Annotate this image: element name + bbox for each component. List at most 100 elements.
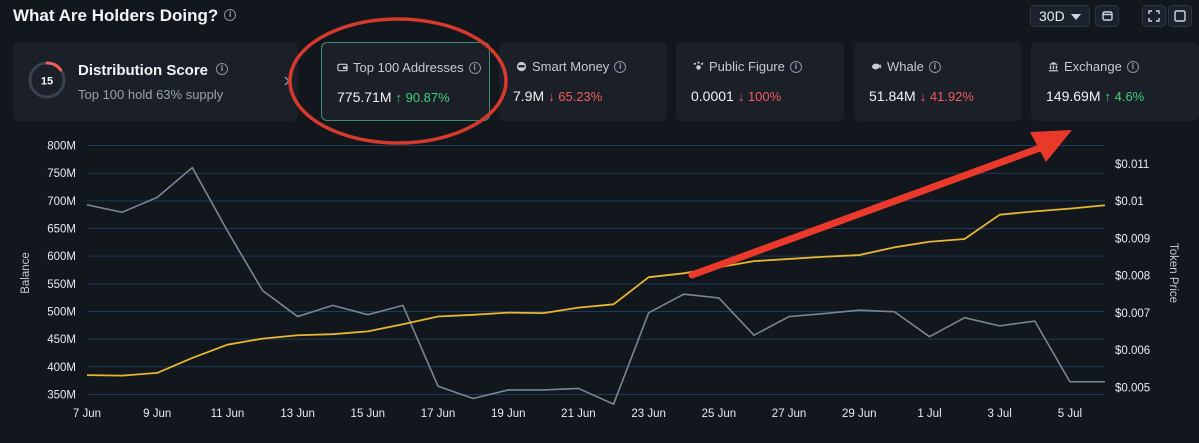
card-smart-money[interactable]: Smart Money i 7.9M ↓ 65.23% <box>499 42 667 121</box>
card-label-row: Exchange i <box>1048 59 1139 74</box>
y-tick-label-left: 600M <box>47 251 76 263</box>
card-label-row: Whale i <box>871 59 941 74</box>
y-tick-label-left: 550M <box>47 279 76 291</box>
y-tick-label-left: 650M <box>47 224 76 236</box>
y-tick-label-left: 800M <box>47 141 76 153</box>
card-top-100-addresses[interactable]: Top 100 Addresses i 775.71M ↑ 90.87% <box>321 42 490 121</box>
card-change-value: 90.87% <box>405 90 450 105</box>
info-icon[interactable]: i <box>216 63 229 76</box>
arrow-down-icon: ↓ <box>737 89 745 104</box>
y-axis-label-left: Balance <box>20 252 32 294</box>
x-tick-label: 25 Jun <box>702 408 737 420</box>
arrow-up-icon: ↑ <box>1104 89 1111 104</box>
y-tick-label-right: $0.008 <box>1115 271 1150 283</box>
y-tick-label-left: 700M <box>47 196 76 208</box>
x-tick-label: 19 Jun <box>491 408 526 420</box>
y-tick-label-right: $0.011 <box>1115 159 1149 171</box>
series-line-token-price <box>86 166 1105 405</box>
distribution-score-label: Distribution Score <box>78 62 209 79</box>
x-tick-label: 7 Jun <box>73 408 101 420</box>
arrow-up-icon: ↑ <box>395 90 402 105</box>
card-whale[interactable]: Whale i 51.84M ↓ 41.92% <box>854 42 1022 121</box>
arrow-down-icon: ↓ <box>548 89 555 104</box>
card-label-row: Smart Money i <box>516 59 627 74</box>
range-select[interactable]: 30D <box>1030 5 1090 27</box>
card-value-row: 0.0001 ↓ 100% <box>691 88 781 104</box>
y-tick-label-right: $0.01 <box>1115 196 1144 208</box>
info-icon[interactable]: i <box>1126 60 1139 73</box>
x-tick-label: 11 Jun <box>211 408 245 420</box>
page-title-text: What Are Holders Doing? <box>13 6 219 25</box>
expand-icon <box>1174 10 1186 22</box>
y-tick-label-right: $0.007 <box>1115 308 1150 320</box>
y-tick-label-left: 400M <box>47 362 76 374</box>
x-tick-label: 23 Jun <box>631 408 666 420</box>
calendar-icon <box>1102 11 1113 21</box>
card-value-row: 7.9M ↓ 65.23% <box>513 88 602 104</box>
distribution-score-title: Distribution Score i <box>78 62 229 79</box>
info-icon[interactable]: i <box>224 8 237 21</box>
x-tick-label: 15 Jun <box>351 408 386 420</box>
trend-arrow-head <box>1030 130 1072 162</box>
calendar-button[interactable] <box>1095 5 1119 27</box>
card-value: 775.71M <box>337 89 392 105</box>
card-value-row: 51.84M ↓ 41.92% <box>869 88 974 104</box>
distribution-score-subtitle: Top 100 hold 63% supply <box>78 87 224 102</box>
x-tick-label: 29 Jun <box>842 408 877 420</box>
distribution-score-gauge: 15 <box>28 61 66 99</box>
card-change-value: 65.23% <box>558 89 603 104</box>
card-change-value: 41.92% <box>929 89 974 104</box>
card-label: Whale <box>887 59 924 74</box>
card-value-row: 149.69M ↑ 4.6% <box>1046 88 1144 104</box>
card-change-value: 4.6% <box>1114 89 1145 104</box>
info-icon[interactable]: i <box>468 61 481 74</box>
y-tick-label-left: 750M <box>47 168 76 180</box>
x-tick-label: 21 Jun <box>561 408 596 420</box>
y-axis-label-right: Token Price <box>1167 243 1179 303</box>
distribution-score-card[interactable]: 15 Distribution Score i Top 100 hold 63% … <box>13 42 298 121</box>
y-tick-label-left: 450M <box>47 334 76 346</box>
info-icon[interactable]: i <box>789 60 802 73</box>
x-tick-label: 9 Jun <box>143 408 171 420</box>
y-tick-label-left: 500M <box>47 306 76 318</box>
fullscreen-button[interactable] <box>1142 5 1166 27</box>
card-label-row: Public Figure i <box>693 59 802 74</box>
card-change: ↓ 41.92% <box>920 89 974 104</box>
info-icon[interactable]: i <box>928 60 941 73</box>
fullscreen-icon <box>1148 10 1160 22</box>
highlight-circle-annotation <box>288 17 508 145</box>
trend-arrow-shaft <box>688 144 1044 279</box>
card-value-row: 775.71M ↑ 90.87% <box>337 89 450 105</box>
card-label: Top 100 Addresses <box>353 60 464 75</box>
y-tick-label-right: $0.005 <box>1115 382 1150 394</box>
card-change: ↓ 100% <box>738 89 781 104</box>
series-line-balance <box>86 204 1106 377</box>
bank-icon <box>1048 61 1059 72</box>
arrow-down-icon: ↓ <box>919 89 927 104</box>
info-icon[interactable]: i <box>614 60 627 73</box>
smart-money-icon <box>516 61 527 72</box>
x-tick-label: 13 Jun <box>280 408 315 420</box>
page-title: What Are Holders Doing? i <box>13 6 237 26</box>
public-figure-icon <box>693 61 704 70</box>
card-value: 0.0001 <box>691 88 734 104</box>
card-change: ↑ 4.6% <box>1104 89 1144 104</box>
card-label-row: Top 100 Addresses i <box>337 60 481 75</box>
y-tick-label-right: $0.006 <box>1115 345 1150 357</box>
expand-button[interactable] <box>1168 5 1192 27</box>
card-value: 149.69M <box>1046 88 1101 104</box>
x-tick-label: 3 Jul <box>988 408 1012 420</box>
card-public-figure[interactable]: Public Figure i 0.0001 ↓ 100% <box>676 42 844 121</box>
card-change: ↑ 90.87% <box>395 90 449 105</box>
card-change: ↓ 65.23% <box>548 89 602 104</box>
y-tick-label-left: 350M <box>47 389 76 401</box>
range-select-value: 30D <box>1039 8 1065 24</box>
card-exchange[interactable]: Exchange i 149.69M ↑ 4.6% <box>1031 42 1199 121</box>
card-label: Public Figure <box>709 59 785 74</box>
card-label: Smart Money <box>532 59 610 74</box>
x-tick-label: 1 Jul <box>917 408 941 420</box>
chevron-down-icon <box>1071 14 1081 20</box>
card-label: Exchange <box>1064 59 1122 74</box>
x-tick-label: 17 Jun <box>421 408 456 420</box>
